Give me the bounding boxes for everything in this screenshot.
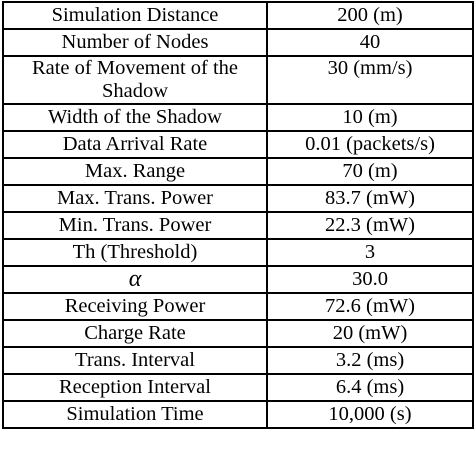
parameter-cell: Max. Range — [2, 157, 268, 186]
table-row: Receiving Power 72.6 (mW) — [2, 292, 474, 321]
value-cell: 0.01 (packets/s) — [266, 130, 474, 159]
table-row: Simulation Distance 200 (m) — [2, 1, 474, 30]
table-row: Width of the Shadow 10 (m) — [2, 103, 474, 132]
table-row: Number of Nodes 40 — [2, 28, 474, 57]
table-row: Rate of Movement of the Shadow 30 (mm/s) — [2, 55, 474, 105]
value-cell: 83.7 (mW) — [266, 184, 474, 213]
parameter-cell: Reception Interval — [2, 373, 268, 402]
parameter-cell: Number of Nodes — [2, 28, 268, 57]
value-cell: 20 (mW) — [266, 319, 474, 348]
table-row: Trans. Interval 3.2 (ms) — [2, 346, 474, 375]
value-cell: 6.4 (ms) — [266, 373, 474, 402]
table-row: Th (Threshold) 3 — [2, 238, 474, 267]
parameter-cell: Data Arrival Rate — [2, 130, 268, 159]
value-cell: 3.2 (ms) — [266, 346, 474, 375]
table-row: Max. Trans. Power 83.7 (mW) — [2, 184, 474, 213]
table-row: Charge Rate 20 (mW) — [2, 319, 474, 348]
parameter-cell: Width of the Shadow — [2, 103, 268, 132]
table-row: Max. Range 70 (m) — [2, 157, 474, 186]
value-cell: 22.3 (mW) — [266, 211, 474, 240]
parameter-cell-alpha: α — [2, 265, 268, 294]
value-cell: 72.6 (mW) — [266, 292, 474, 321]
table-row: α 30.0 — [2, 265, 474, 294]
value-cell: 10,000 (s) — [266, 400, 474, 429]
table-row: Reception Interval 6.4 (ms) — [2, 373, 474, 402]
value-cell: 40 — [266, 28, 474, 57]
parameter-cell: Receiving Power — [2, 292, 268, 321]
parameter-cell: Simulation Distance — [2, 1, 268, 30]
parameter-cell: Max. Trans. Power — [2, 184, 268, 213]
value-cell: 10 (m) — [266, 103, 474, 132]
simulation-parameters-table: Simulation Distance 200 (m) Number of No… — [2, 1, 474, 429]
parameter-cell: Trans. Interval — [2, 346, 268, 375]
parameter-cell: Min. Trans. Power — [2, 211, 268, 240]
value-cell: 70 (m) — [266, 157, 474, 186]
value-cell: 30.0 — [266, 265, 474, 294]
table-row: Simulation Time 10,000 (s) — [2, 400, 474, 429]
parameter-cell: Charge Rate — [2, 319, 268, 348]
table-row: Min. Trans. Power 22.3 (mW) — [2, 211, 474, 240]
table-row: Data Arrival Rate 0.01 (packets/s) — [2, 130, 474, 159]
alpha-symbol: α — [128, 266, 142, 292]
value-cell: 30 (mm/s) — [266, 55, 474, 105]
parameter-cell: Rate of Movement of the Shadow — [2, 55, 268, 105]
parameter-cell: Simulation Time — [2, 400, 268, 429]
value-cell: 200 (m) — [266, 1, 474, 30]
table-body: Simulation Distance 200 (m) Number of No… — [2, 1, 474, 429]
parameter-cell: Th (Threshold) — [2, 238, 268, 267]
value-cell: 3 — [266, 238, 474, 267]
